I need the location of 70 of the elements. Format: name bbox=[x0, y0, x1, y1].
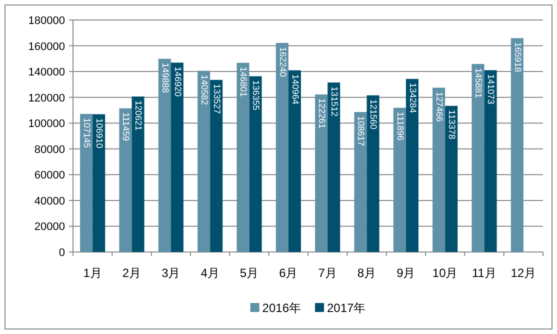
data-label: 141073 bbox=[486, 74, 496, 104]
bar bbox=[445, 106, 458, 252]
data-label: 149888 bbox=[160, 62, 170, 93]
x-tick-label: 4月 bbox=[200, 266, 220, 280]
data-label: 111459 bbox=[121, 112, 132, 142]
y-tick-label: 160000 bbox=[28, 40, 65, 53]
bar bbox=[354, 112, 367, 252]
data-label: 121560 bbox=[368, 99, 379, 130]
bar bbox=[432, 88, 446, 252]
data-label: 136355 bbox=[251, 80, 262, 110]
bar bbox=[236, 62, 250, 252]
data-label: 131512 bbox=[329, 86, 340, 117]
bar bbox=[119, 108, 132, 252]
legend-label: 2017年 bbox=[327, 301, 366, 315]
data-label: 113378 bbox=[446, 110, 457, 140]
y-tick-label: 40000 bbox=[34, 195, 65, 208]
data-label: 107145 bbox=[82, 118, 92, 148]
y-tick-label: 100000 bbox=[28, 118, 65, 130]
x-tick-label: 6月 bbox=[279, 266, 298, 280]
data-label: 134284 bbox=[408, 82, 418, 113]
bar bbox=[170, 62, 184, 252]
legend-label: 2016年 bbox=[262, 301, 301, 315]
data-label: 122261 bbox=[316, 98, 327, 128]
bar bbox=[158, 58, 171, 252]
bar bbox=[315, 94, 328, 252]
data-label: 106910 bbox=[94, 118, 104, 148]
data-label: 140964 bbox=[290, 74, 300, 104]
data-label: 111896 bbox=[395, 112, 406, 140]
y-tick-label: 120000 bbox=[28, 92, 65, 104]
data-label: 140582 bbox=[199, 74, 210, 105]
bar bbox=[406, 78, 418, 252]
bar bbox=[510, 38, 524, 252]
x-tick-label: 8月 bbox=[357, 266, 376, 280]
data-label: 146801 bbox=[238, 66, 249, 97]
bar bbox=[132, 96, 144, 252]
y-tick-label: 180000 bbox=[28, 15, 65, 27]
bar bbox=[198, 70, 210, 252]
data-label: 133527 bbox=[212, 84, 222, 114]
data-label: 146920 bbox=[172, 66, 183, 97]
data-label: 120621 bbox=[134, 100, 144, 131]
x-tick-label: 1月 bbox=[83, 266, 102, 280]
bar bbox=[366, 95, 380, 252]
y-tick-label: 80000 bbox=[34, 144, 65, 156]
bar bbox=[328, 82, 340, 252]
bar bbox=[393, 108, 406, 252]
bar bbox=[210, 80, 223, 252]
x-tick-label: 9月 bbox=[396, 266, 416, 280]
bar bbox=[484, 70, 497, 252]
bar bbox=[249, 76, 262, 252]
bar bbox=[472, 64, 484, 252]
y-tick-label: 20000 bbox=[34, 221, 65, 234]
data-label: 127466 bbox=[434, 92, 444, 122]
data-label: 162240 bbox=[278, 46, 288, 77]
bar bbox=[80, 114, 93, 252]
x-tick-label: 3月 bbox=[162, 266, 180, 280]
x-tick-label: 12月 bbox=[510, 266, 536, 280]
x-tick-label: 7月 bbox=[318, 266, 337, 280]
data-label: 108617 bbox=[356, 116, 366, 146]
bar bbox=[276, 42, 288, 252]
bar bbox=[92, 114, 106, 252]
y-tick-label: 60000 bbox=[34, 170, 65, 182]
data-label: 145881 bbox=[474, 68, 484, 98]
y-tick-label: 140000 bbox=[28, 66, 65, 79]
bar bbox=[288, 70, 301, 252]
y-tick-label: 0 bbox=[58, 247, 65, 259]
x-tick-label: 10月 bbox=[432, 266, 458, 280]
x-tick-label: 11月 bbox=[472, 266, 496, 280]
x-tick-label: 5月 bbox=[240, 266, 259, 280]
data-label: 165918 bbox=[512, 42, 523, 72]
x-tick-label: 2月 bbox=[122, 266, 142, 280]
